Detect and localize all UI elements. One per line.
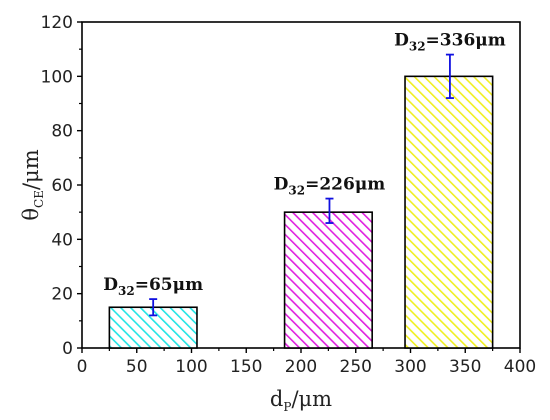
data-label-2: D32=226μm xyxy=(274,175,386,198)
bar-2 xyxy=(283,211,373,349)
x-axis-title: dP/μm xyxy=(270,387,332,414)
x-tick-label: 50 xyxy=(126,357,148,377)
y-tick-label: 60 xyxy=(51,176,73,196)
y-tick-label: 0 xyxy=(62,339,73,359)
x-tick-label: 0 xyxy=(77,357,88,377)
data-label-1: D32=65μm xyxy=(103,275,203,298)
x-tick-label: 200 xyxy=(285,357,317,377)
y-tick-label: 20 xyxy=(51,285,73,305)
y-tick-label: 40 xyxy=(51,230,73,250)
y-axis-title: θCE/μm xyxy=(19,149,46,220)
x-tick-label: 300 xyxy=(394,357,426,377)
data-label-3: D32=336μm xyxy=(394,31,506,54)
x-tick-label: 400 xyxy=(504,357,536,377)
y-tick-label: 80 xyxy=(51,122,73,142)
x-tick-label: 250 xyxy=(340,357,372,377)
x-tick-label: 150 xyxy=(230,357,262,377)
x-tick-label: 350 xyxy=(449,357,481,377)
x-tick-label: 100 xyxy=(175,357,207,377)
bar-3 xyxy=(404,75,494,349)
y-tick-label: 100 xyxy=(41,67,73,87)
y-tick-label: 120 xyxy=(41,13,73,33)
